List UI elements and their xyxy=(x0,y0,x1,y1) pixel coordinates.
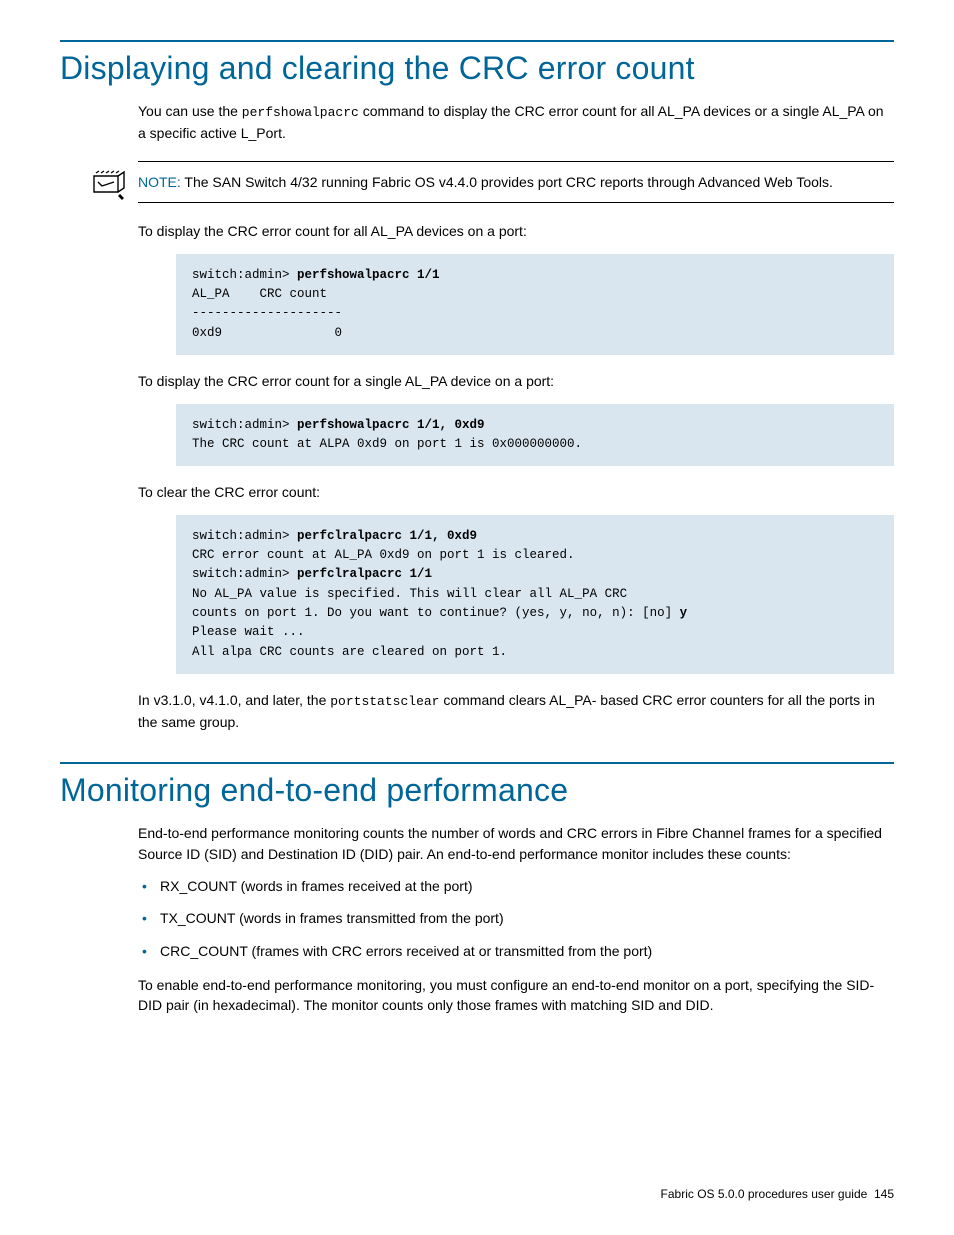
code-block: switch:admin> perfclralpacrc 1/1, 0xd9 C… xyxy=(176,515,894,675)
page-footer: Fabric OS 5.0.0 procedures user guide 14… xyxy=(661,1187,894,1201)
note-text: The SAN Switch 4/32 running Fabric OS v4… xyxy=(184,174,832,190)
list-item: TX_COUNT (words in frames transmitted fr… xyxy=(138,908,894,928)
section-rule xyxy=(60,762,894,764)
page: Displaying and clearing the CRC error co… xyxy=(0,0,954,1235)
bullet-list: RX_COUNT (words in frames received at th… xyxy=(138,876,894,961)
inline-command: perfshowalpacrc xyxy=(242,105,359,120)
text: You can use the xyxy=(138,103,242,119)
user-input: y xyxy=(680,606,688,620)
paragraph: To display the CRC error count for all A… xyxy=(138,221,894,732)
note-label: NOTE: xyxy=(138,174,181,190)
command: perfclralpacrc 1/1, 0xd9 xyxy=(297,529,477,543)
code-line: counts on port 1. Do you want to continu… xyxy=(192,606,680,620)
prompt: switch:admin> xyxy=(192,567,297,581)
footer-text: Fabric OS 5.0.0 procedures user guide xyxy=(661,1187,868,1201)
text: To display the CRC error count for a sin… xyxy=(138,371,894,391)
page-number: 145 xyxy=(874,1187,894,1201)
intro-paragraph: You can use the perfshowalpacrc command … xyxy=(138,101,894,143)
list-item: RX_COUNT (words in frames received at th… xyxy=(138,876,894,896)
command: perfshowalpacrc 1/1 xyxy=(297,268,440,282)
command: perfclralpacrc 1/1 xyxy=(297,567,432,581)
list-item: CRC_COUNT (frames with CRC errors receiv… xyxy=(138,941,894,961)
text: To display the CRC error count for all A… xyxy=(138,221,894,241)
prompt: switch:admin> xyxy=(192,529,297,543)
text: To enable end-to-end performance monitor… xyxy=(138,975,894,1016)
code-line: The CRC count at ALPA 0xd9 on port 1 is … xyxy=(192,437,582,451)
code-line: CRC error count at AL_PA 0xd9 on port 1 … xyxy=(192,548,575,562)
text: End-to-end performance monitoring counts… xyxy=(138,823,894,864)
section-title: Monitoring end-to-end performance xyxy=(60,772,894,809)
code-line: AL_PA CRC count xyxy=(192,287,327,301)
code-block: switch:admin> perfshowalpacrc 1/1 AL_PA … xyxy=(176,254,894,356)
section-title: Displaying and clearing the CRC error co… xyxy=(60,50,894,87)
inline-command: portstatsclear xyxy=(330,694,439,709)
note-icon xyxy=(92,170,126,200)
code-line: Please wait ... xyxy=(192,625,305,639)
code-line: -------------------- xyxy=(192,306,342,320)
text: To clear the CRC error count: xyxy=(138,482,894,502)
section-rule xyxy=(60,40,894,42)
text: In v3.1.0, v4.1.0, and later, the xyxy=(138,692,330,708)
prompt: switch:admin> xyxy=(192,268,297,282)
code-line: No AL_PA value is specified. This will c… xyxy=(192,587,627,601)
note-block: NOTE: The SAN Switch 4/32 running Fabric… xyxy=(138,161,894,203)
spacer xyxy=(60,744,894,762)
prompt: switch:admin> xyxy=(192,418,297,432)
code-line: 0xd9 0 xyxy=(192,326,342,340)
command: perfshowalpacrc 1/1, 0xd9 xyxy=(297,418,485,432)
code-line: All alpa CRC counts are cleared on port … xyxy=(192,645,507,659)
code-block: switch:admin> perfshowalpacrc 1/1, 0xd9 … xyxy=(176,404,894,467)
section-body: End-to-end performance monitoring counts… xyxy=(138,823,894,1015)
